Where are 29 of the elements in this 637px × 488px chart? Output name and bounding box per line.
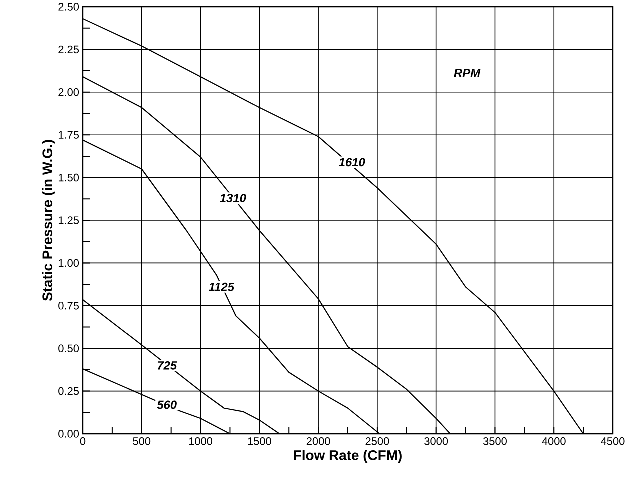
y-tick-label: 0.25 [58, 387, 80, 396]
y-tick-label: 0.00 [58, 430, 80, 438]
annotation: 725 [158, 361, 178, 370]
x-tick-label: 4500 [601, 438, 625, 446]
annotation: 560 [157, 400, 177, 410]
annotation: RPM [454, 69, 481, 78]
x-axis-title: Flow Rate (CFM) [294, 450, 402, 464]
annotation: 1125 [208, 282, 235, 292]
annotation: 1610 [339, 158, 366, 167]
x-tick-label: 0 [80, 438, 86, 446]
x-tick-label: 1000 [189, 438, 213, 446]
y-tick-label: 1.75 [58, 131, 80, 139]
x-tick-label: 3500 [483, 438, 507, 446]
y-tick-label: 2.50 [58, 3, 80, 11]
x-tick-label: 3000 [424, 438, 448, 446]
y-tick-label: 2.00 [58, 88, 80, 96]
y-tick-label: 1.25 [58, 216, 80, 224]
x-tick-label: 4000 [542, 438, 566, 446]
x-tick-label: 500 [133, 438, 151, 446]
y-tick-label: 1.00 [58, 259, 80, 268]
y-tick-label: 2.25 [58, 46, 80, 54]
y-tick-label: 1.50 [58, 174, 80, 182]
x-tick-label: 2000 [306, 438, 330, 446]
y-tick-label: 0.50 [58, 344, 80, 352]
y-axis-title: Static Pressure (in W.G.) [42, 140, 56, 302]
x-tick-label: 1500 [248, 438, 272, 446]
annotation: 1310 [220, 194, 246, 203]
y-tick-label: 0.75 [58, 302, 80, 310]
x-tick-label: 2500 [366, 438, 390, 446]
